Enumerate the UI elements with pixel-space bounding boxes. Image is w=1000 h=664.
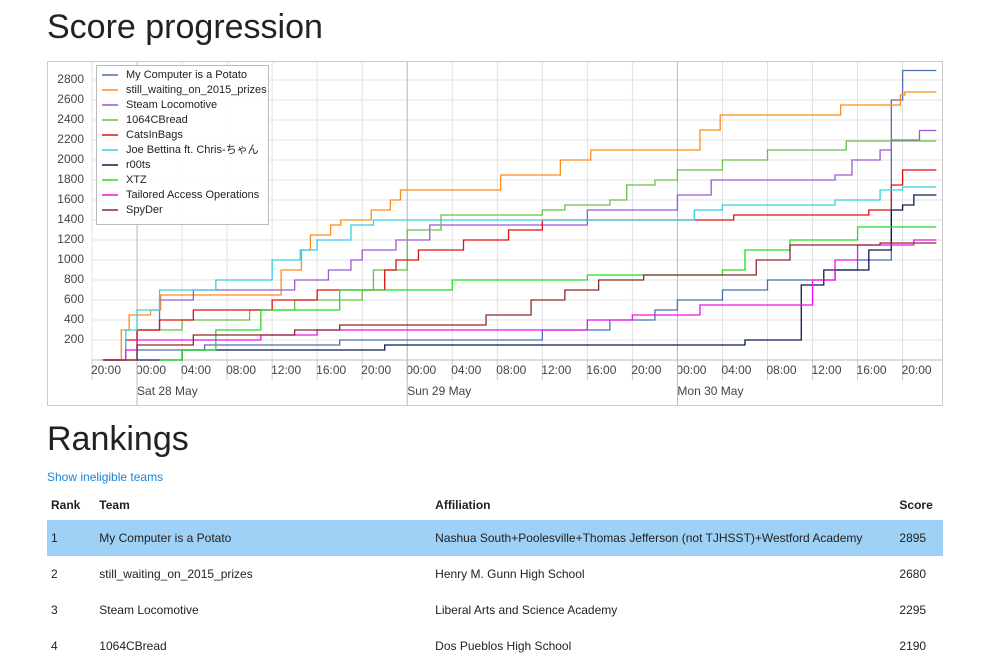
cell: 2190	[899, 639, 927, 653]
legend-box	[96, 65, 269, 225]
cell: 2295	[899, 603, 927, 617]
x-tick-label: 16:00	[586, 363, 616, 377]
team-row[interactable]: 1 My Computer is a Potato Nashua South+Poo…	[47, 520, 943, 556]
team-row[interactable]: 3 Steam Locomotive Liberal Arts and Scienc…	[47, 592, 943, 628]
team-row[interactable]: 2 still_waiting_on_2015_prizes Henry M. Gu…	[47, 556, 943, 592]
cell: 4	[51, 639, 58, 653]
column-header: Rank	[51, 498, 81, 512]
y-tick-label: 2200	[57, 132, 84, 146]
x-tick-label: 00:00	[406, 363, 436, 377]
legend-label: 1064CBread	[126, 114, 188, 126]
show-ineligible-link[interactable]: Show ineligible teams	[47, 470, 164, 484]
legend-label: XTZ	[126, 174, 147, 186]
x-tick-label: 04:00	[451, 363, 481, 377]
legend-label: SpyDer	[126, 204, 163, 216]
cell: 2	[51, 567, 58, 581]
column-header: Score	[899, 498, 933, 512]
x-tick-label: 20:00	[361, 363, 391, 377]
legend-label: still_waiting_on_2015_prizes	[126, 84, 267, 96]
x-tick-label: 16:00	[316, 363, 346, 377]
y-tick-label: 400	[64, 312, 84, 326]
y-tick-label: 1200	[57, 232, 84, 246]
series-line	[103, 129, 937, 361]
date-label: Mon 30 May	[677, 384, 743, 398]
cell: still_waiting_on_2015_prizes	[99, 567, 253, 581]
cell: My Computer is a Potato	[95, 520, 432, 556]
x-tick-label: 12:00	[541, 363, 571, 377]
series-line	[137, 194, 937, 361]
legend-label: Joe Bettina ft. Chris-ちゃん	[126, 143, 259, 156]
cell: 2895	[895, 520, 943, 556]
column-header: Affiliation	[435, 498, 491, 512]
x-tick-label: 04:00	[721, 363, 751, 377]
cell: 1	[47, 520, 96, 556]
y-tick-label: 1800	[57, 172, 84, 186]
series-line	[103, 169, 937, 361]
rankings-table: Rank Team Affiliation Score 1 My Computer is …	[47, 490, 943, 664]
y-tick-label: 1400	[57, 212, 84, 226]
y-tick-label: 200	[64, 332, 84, 346]
x-tick-label: 00:00	[136, 363, 166, 377]
date-label: Sat 28 May	[137, 384, 198, 398]
y-tick-label: 2000	[57, 152, 84, 166]
x-tick-label: 16:00	[857, 363, 887, 377]
column-header: Team	[99, 498, 130, 512]
x-tick-label: 20:00	[631, 363, 661, 377]
cell: 3	[51, 603, 58, 617]
y-tick-label: 2800	[57, 72, 84, 86]
cell: Liberal Arts and Science Academy	[435, 603, 618, 617]
x-tick-label: 08:00	[496, 363, 526, 377]
legend-label: My Computer is a Potato	[126, 69, 247, 81]
x-tick-label: 20:00	[902, 363, 932, 377]
series-line	[103, 69, 937, 361]
legend-label: CatsInBags	[126, 129, 183, 141]
chart: 200 400 600 800 1000 1200 1400 1600 1800 2000 2200…	[47, 61, 943, 406]
cell: Nashua South+Poolesville+Thomas Jefferso…	[431, 520, 896, 556]
date-label: Sun 29 May	[407, 384, 471, 398]
legend-label: Tailored Access Operations	[126, 189, 260, 201]
legend-label: r00ts	[126, 159, 151, 171]
x-tick-label: 12:00	[812, 363, 842, 377]
series-line	[103, 239, 937, 361]
cell: Steam Locomotive	[99, 603, 199, 617]
y-tick-label: 600	[64, 292, 84, 306]
y-tick-label: 2400	[57, 112, 84, 126]
legend-label: Steam Locomotive	[126, 99, 217, 111]
series-line	[103, 140, 937, 361]
series-line	[103, 186, 937, 361]
x-tick-label: 00:00	[676, 363, 706, 377]
page-title: Score progression	[47, 8, 323, 46]
y-tick-label: 1000	[57, 252, 84, 266]
x-tick-label: 04:00	[181, 363, 211, 377]
y-tick-label: 800	[64, 272, 84, 286]
cell: 2680	[899, 567, 927, 581]
x-tick-label: 08:00	[766, 363, 796, 377]
x-tick-label: 08:00	[226, 363, 256, 377]
y-tick-label: 1600	[57, 192, 84, 206]
y-tick-label: 2600	[57, 92, 84, 106]
x-tick-label: 20:00	[91, 363, 121, 377]
team-row[interactable]: 4 1064CBread Dos Pueblos High School 2190	[47, 628, 943, 664]
series-line	[103, 242, 937, 361]
section-title: Rankings	[47, 420, 189, 458]
cell: Dos Pueblos High School	[435, 639, 572, 653]
cell: Henry M. Gunn High School	[435, 567, 585, 581]
cell: 1064CBread	[99, 639, 167, 653]
header-row: Rank Team Affiliation Score	[47, 490, 943, 520]
x-tick-label: 12:00	[271, 363, 301, 377]
legend: My Computer is a Potato still_waiting_on_…	[96, 65, 269, 225]
